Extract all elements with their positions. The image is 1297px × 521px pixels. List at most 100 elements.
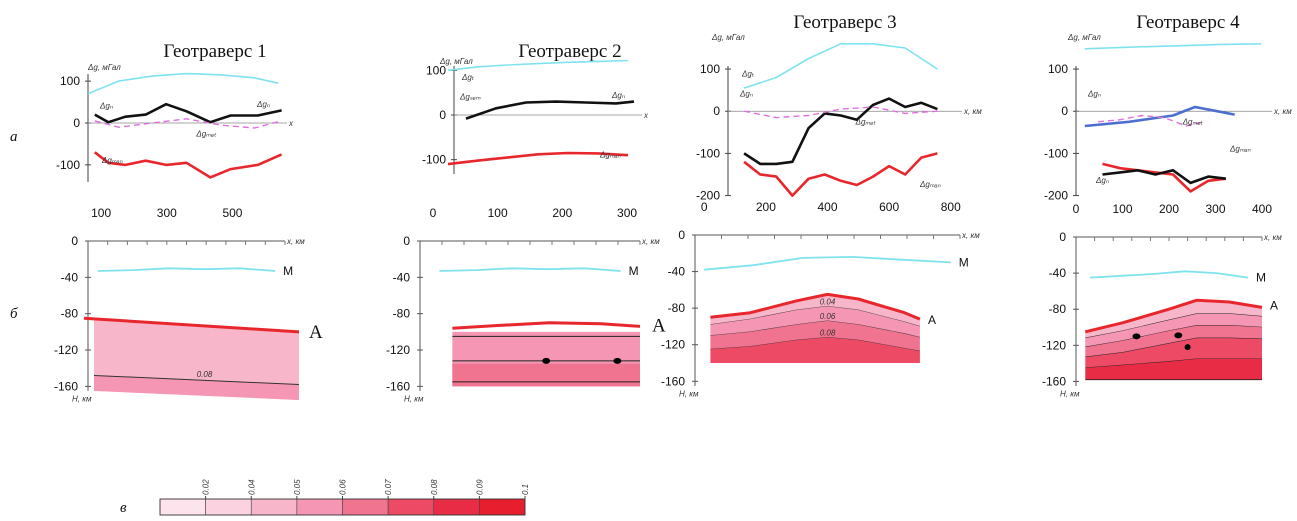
section-x-tick-label: 0 [701,200,708,214]
colorbar-tick-label: 0.09 [475,479,484,495]
gravity-y-tick-label: 100 [60,74,80,88]
curve-label-obs2-4: Δgₙ [1095,176,1109,185]
moho-line-4 [1089,270,1249,279]
section-y-tick-label: 0 [1059,230,1066,244]
series-line-3-2 [743,106,938,119]
gravity-x-end-label-2: x [643,111,649,120]
curve-label-obs-1: Δgₙ [99,101,113,110]
section-x-tick-label: 300 [1205,202,1225,216]
curve-label-obs-right-2: Δgₙ [611,91,625,100]
moho-line-2 [439,267,621,272]
curve-label-total-2: Δgₜ [461,73,475,82]
series-line-1-1 [94,102,282,124]
gravity-y-tick-label: 100 [426,63,446,77]
series-line-2-0 [447,59,629,72]
section-y-tick-label: -40 [668,265,686,279]
gravity-x-end-label-3: x, км [963,107,982,116]
section-x-tick-label: 400 [1252,202,1272,216]
moho-label-4: M [1256,271,1266,285]
lithosphere-layer-3-3 [710,337,920,363]
section-y-tick-label: 0 [678,228,685,242]
lab-line-1 [83,316,300,334]
section-y-tick-label: -160 [54,379,78,393]
lithosphere-layer-1 [94,375,299,400]
colorbar-swatch-1 [205,498,252,516]
lab-line-3 [710,292,921,321]
section-x-tick-label: 100 [1112,202,1132,216]
curve-label-obs-4: Δgₙ [1087,89,1101,98]
colorbar-tick-label: 0.07 [384,479,393,495]
section-x-tick-label: 200 [552,206,572,220]
section-y-axis-label-4: H, км [1060,389,1080,398]
series-line-4-4 [1102,169,1227,185]
gravity-y-tick-label: -200 [696,189,720,203]
section-x-tick-label: 100 [91,206,111,220]
moho-line-3 [704,255,951,271]
colorbar-tick-label: 0.02 [202,479,211,495]
section-y-tick-label: -80 [668,301,686,315]
colorbar-tick-label: 0.1 [521,484,530,495]
section-x-tick-label: 100 [488,206,508,220]
row-label-b: б [10,306,18,322]
section-x-tick-label: 400 [817,200,837,214]
gravity-y-tick-label: -200 [1044,189,1068,203]
section-x-tick-label: 300 [157,206,177,220]
lab-label-4: A [1270,298,1278,312]
section-y-tick-label: -40 [1049,266,1067,280]
panel-title-3: Геотраверс 3 [793,12,896,33]
contour-line-1 [93,374,300,386]
curve-label-obs-right-1: Δgₙ [256,100,270,109]
series-line-4-2 [1097,114,1205,127]
section-y-tick-label: -120 [661,338,685,352]
section-y-tick-label: -160 [386,379,410,393]
curve-label-total-3: Δgₜ [741,70,755,79]
gravity-y-tick-label: 0 [73,116,80,130]
section-y-tick-label: -80 [61,307,79,321]
section-x-axis-label-4: x, км [1263,233,1282,242]
colorbar-tick-label: 0.08 [430,479,439,495]
section-x-tick-label: 500 [222,206,242,220]
moho-label-1: M [283,264,293,278]
colorbar-swatch-4 [342,498,389,516]
section-x-tick-label: 0 [1073,202,1080,216]
curve-label-residual-4: Δgₘₑₜ [1182,118,1204,127]
section-x-tick-label: 800 [941,200,961,214]
gravity-y-tick-label: 0 [713,104,720,118]
gravity-y-tick-label: -100 [696,146,720,160]
lithosphere-layer-4-2 [1085,325,1262,358]
gravity-y-tick-label: 100 [1048,62,1068,76]
lab-label-2: A [652,315,666,336]
series-line-1-0 [87,72,279,95]
section-y-tick-label: -40 [61,270,79,284]
marker-dot-4c [1184,344,1191,351]
lithosphere-layer-4-0 [1085,300,1262,339]
contour-label-3-2: 0.08 [820,328,836,337]
lithosphere-layer-4-1 [1085,313,1262,348]
section-y-tick-label: -80 [1049,302,1067,316]
marker-dot-4a [1132,333,1141,340]
curve-label-obs-2: Δgₛₑₘ [459,92,481,101]
lab-label-3: A [928,313,936,327]
section-x-tick-label: 300 [617,206,637,220]
colorbar-swatch-0 [159,498,206,516]
curve-label-residual-3: Δgₘₑₜ [855,118,877,127]
curve-label-mantle-4: Δgₘₐₙ [1229,144,1251,153]
gravity-y-tick-label: 100 [700,62,720,76]
section-y-tick-label: -80 [393,307,411,321]
series-line-3-3 [743,152,938,197]
colorbar-tick-label: 0.05 [293,479,302,495]
section-y-tick-label: -120 [1042,338,1066,352]
curve-label-mantle-3: Δgₘₐₙ [919,180,941,189]
section-y-tick-label: 0 [403,234,410,248]
section-x-axis-label-1: x, км [286,237,305,246]
lab-line-2 [452,321,641,330]
series-line-3-0 [743,42,938,89]
section-y-tick-label: -40 [393,270,411,284]
curve-label-mantle-2: Δgₘₐₙ [599,150,621,159]
colorbar-swatch-3 [296,498,343,516]
curve-label-mantle-1: Δgₘₐₙ [101,156,123,165]
section-y-tick-label: -160 [1042,374,1066,388]
lithosphere-layer-4-3 [1085,338,1262,368]
contour-label-3-1: 0.06 [820,312,836,321]
section-y-axis-label-2: H, км [404,394,424,403]
